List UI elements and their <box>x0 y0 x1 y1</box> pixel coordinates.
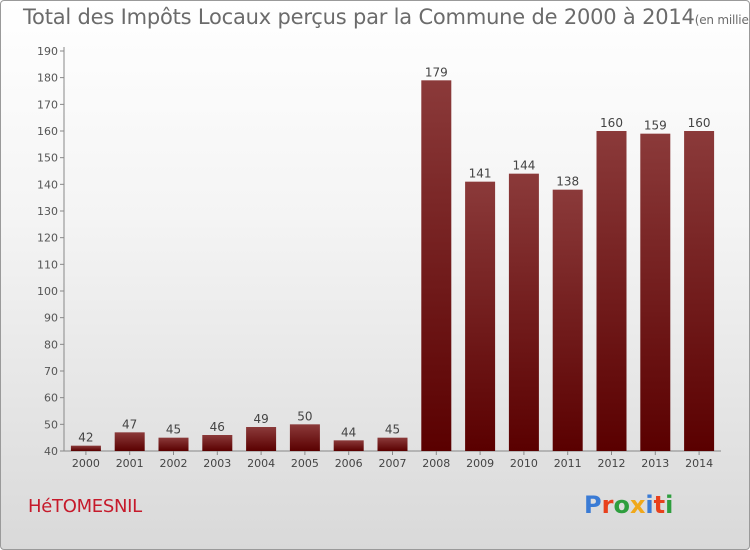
y-tick-label: 70 <box>44 365 58 378</box>
data-label: 49 <box>253 412 268 426</box>
data-label: 144 <box>512 159 535 173</box>
y-tick-label: 120 <box>37 232 58 245</box>
logo-letter: o <box>613 491 630 519</box>
chart-title: Total des Impôts Locaux perçus par la Co… <box>23 5 749 29</box>
x-tick-label: 2014 <box>685 457 713 470</box>
x-tick-label: 2008 <box>422 457 450 470</box>
bar <box>333 440 364 451</box>
data-label: 160 <box>600 116 623 130</box>
y-tick-label: 90 <box>44 312 58 325</box>
logo-letter: i <box>645 491 654 519</box>
y-tick-label: 130 <box>37 205 58 218</box>
y-tick-label: 160 <box>37 125 58 138</box>
x-tick-label: 2005 <box>291 457 319 470</box>
x-tick-label: 2001 <box>116 457 144 470</box>
chart-title-text: Total des Impôts Locaux perçus par la Co… <box>23 5 695 29</box>
data-label: 46 <box>210 420 225 434</box>
bar <box>114 432 145 451</box>
bar <box>508 173 539 451</box>
data-label: 138 <box>556 175 579 189</box>
x-tick-label: 2002 <box>160 457 188 470</box>
data-label: 50 <box>297 409 312 423</box>
commune-name: HéTOMESNIL <box>28 496 142 517</box>
data-labels: 42 47 45 46 49 50 44 45 179 141 144 138 160 159 160 <box>78 65 710 444</box>
data-label: 160 <box>688 116 711 130</box>
bar <box>640 133 671 451</box>
x-tick-label: 2013 <box>641 457 669 470</box>
data-label: 45 <box>166 423 181 437</box>
y-tick-label: 50 <box>44 418 58 431</box>
bar <box>377 437 408 451</box>
proxiti-logo[interactable]: Proxiti <box>584 491 673 519</box>
x-tick-label: 2003 <box>203 457 231 470</box>
y-tick-label: 150 <box>37 152 58 165</box>
x-tick-label: 2012 <box>598 457 626 470</box>
axes: 40 50 60 70 80 90 100 110 120 130 140 150 160 170 180 1… <box>37 45 721 470</box>
bar <box>202 435 233 451</box>
bars <box>70 80 715 451</box>
x-tick-label: 2009 <box>466 457 494 470</box>
x-tick-label: 2006 <box>335 457 363 470</box>
chart-unit-label: (en milliers d'€) <box>694 13 749 27</box>
logo-letter: x <box>629 491 646 519</box>
y-tick-label: 140 <box>37 178 58 191</box>
bar <box>596 131 627 451</box>
bar <box>70 445 101 451</box>
bar <box>684 131 715 451</box>
y-tick-label: 180 <box>37 72 58 85</box>
logo-letter: i <box>665 491 674 519</box>
bar <box>421 80 452 451</box>
bar <box>289 424 320 451</box>
x-tick-label: 2011 <box>554 457 582 470</box>
y-tick-label: 60 <box>44 392 58 405</box>
bar <box>158 437 189 451</box>
x-tick-label: 2000 <box>72 457 100 470</box>
y-tick-label: 190 <box>37 45 58 58</box>
data-label: 44 <box>341 425 356 439</box>
y-tick-label: 110 <box>37 258 58 271</box>
data-label: 179 <box>425 65 448 79</box>
bar <box>552 189 583 451</box>
data-label: 47 <box>122 417 137 431</box>
data-label: 42 <box>78 431 93 445</box>
logo-letter: r <box>601 491 614 519</box>
x-tick-label: 2010 <box>510 457 538 470</box>
x-tick-label: 2007 <box>379 457 407 470</box>
bar <box>465 181 496 451</box>
data-label: 141 <box>469 167 492 181</box>
y-tick-label: 80 <box>44 338 58 351</box>
y-tick-label: 100 <box>37 285 58 298</box>
y-tick-label: 40 <box>44 445 58 458</box>
bar <box>246 427 277 451</box>
data-label: 159 <box>644 119 667 133</box>
x-tick-label: 2004 <box>247 457 275 470</box>
logo-letter: P <box>584 491 602 519</box>
y-tick-label: 170 <box>37 98 58 111</box>
logo-letter: t <box>653 491 666 519</box>
data-label: 45 <box>385 423 400 437</box>
